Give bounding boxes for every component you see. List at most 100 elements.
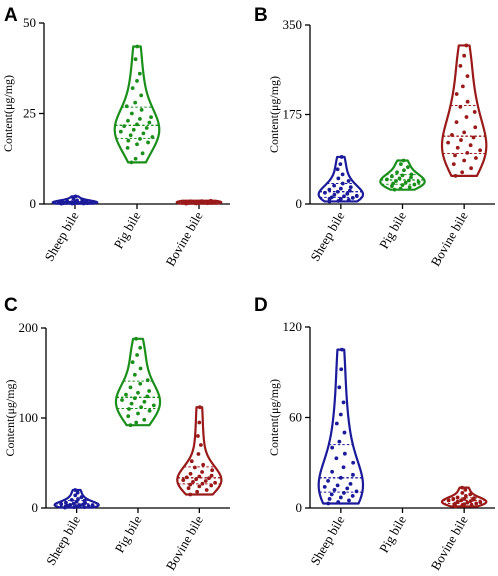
data-point: [188, 199, 193, 204]
data-point: [329, 195, 334, 200]
data-point: [144, 126, 149, 130]
data-point: [459, 138, 463, 142]
panel-b: B 0 175 350 Content(μg/mg) Sheep bile Pig bile…: [254, 5, 495, 269]
data-point: [69, 200, 74, 205]
panel-label: B: [254, 5, 268, 26]
y-tick-label: 25: [23, 106, 36, 121]
data-point: [84, 199, 89, 204]
violin-shape: [114, 337, 162, 427]
data-point: [181, 478, 186, 482]
data-point: [200, 470, 204, 474]
x-tick-label: Bovine bile: [428, 513, 471, 573]
data-point: [472, 110, 477, 114]
x-tick-label: Sheep bile: [43, 513, 83, 568]
data-point: [192, 465, 197, 470]
data-point: [460, 170, 465, 175]
data-point: [329, 492, 334, 497]
data-point: [145, 394, 150, 399]
data-point: [342, 194, 346, 199]
data-point: [65, 503, 70, 508]
data-point: [405, 165, 410, 170]
data-point: [126, 414, 131, 419]
data-point: [147, 120, 152, 125]
data-point: [188, 471, 193, 476]
data-point: [135, 353, 140, 357]
y-tick-label: 200: [19, 320, 39, 335]
data-point: [464, 115, 469, 119]
data-point: [150, 135, 155, 139]
data-point: [407, 178, 411, 183]
data-point: [122, 124, 127, 129]
y-axis-title: Content(μg/mg): [267, 76, 281, 153]
y-tick-label: 0: [30, 196, 37, 211]
data-point: [351, 472, 355, 477]
data-point: [135, 122, 139, 127]
data-point: [126, 118, 130, 123]
data-point: [193, 200, 198, 204]
data-point: [347, 188, 352, 193]
data-point: [68, 502, 73, 507]
data-point: [464, 43, 469, 48]
data-point: [209, 483, 214, 488]
data-point: [330, 445, 335, 450]
x-tick-label: Bovine bile: [163, 513, 206, 573]
data-point: [326, 478, 330, 483]
data-point: [147, 389, 152, 393]
data-point: [128, 385, 133, 390]
data-point: [133, 100, 138, 105]
data-point: [459, 498, 463, 503]
data-point: [338, 495, 343, 500]
data-point: [446, 140, 450, 145]
data-point: [142, 417, 147, 422]
data-point: [348, 185, 353, 190]
data-point: [125, 145, 130, 150]
data-point: [458, 64, 463, 68]
data-point: [478, 500, 483, 504]
data-point: [73, 493, 78, 498]
data-point: [451, 162, 456, 167]
data-point: [184, 475, 189, 480]
data-point: [89, 200, 94, 205]
data-point: [339, 155, 344, 159]
data-point: [468, 143, 473, 148]
data-point: [142, 399, 147, 404]
violin-shape: [379, 159, 426, 191]
data-point: [339, 367, 344, 372]
data-point: [74, 504, 79, 509]
data-point: [458, 104, 463, 109]
data-point: [141, 131, 146, 136]
data-point: [340, 172, 345, 177]
data-point: [86, 504, 91, 509]
data-point: [462, 53, 467, 58]
violin-shape: [440, 44, 488, 177]
data-point: [129, 160, 134, 165]
y-tick-label: 0: [32, 500, 39, 515]
data-point: [149, 115, 153, 120]
x-tick-label: Sheep bile: [307, 209, 347, 264]
data-point: [416, 180, 421, 184]
data-point: [146, 140, 150, 145]
data-point: [351, 460, 356, 465]
data-point: [129, 401, 134, 406]
data-point: [336, 500, 341, 504]
data-point: [135, 79, 139, 83]
y-axis-title: Content(μg/mg): [1, 75, 15, 152]
data-point: [462, 497, 467, 501]
data-point: [189, 459, 194, 464]
data-point: [124, 104, 129, 109]
data-point: [455, 145, 460, 150]
data-point: [341, 465, 346, 470]
data-point: [463, 494, 468, 498]
data-point: [139, 93, 144, 98]
data-point: [392, 187, 397, 192]
data-point: [69, 498, 74, 502]
data-point: [403, 180, 408, 185]
data-point: [137, 71, 142, 76]
data-point: [188, 492, 193, 497]
data-point: [197, 484, 202, 489]
data-point: [398, 186, 403, 191]
data-point: [342, 430, 347, 435]
data-point: [327, 187, 332, 192]
data-point: [468, 492, 473, 497]
